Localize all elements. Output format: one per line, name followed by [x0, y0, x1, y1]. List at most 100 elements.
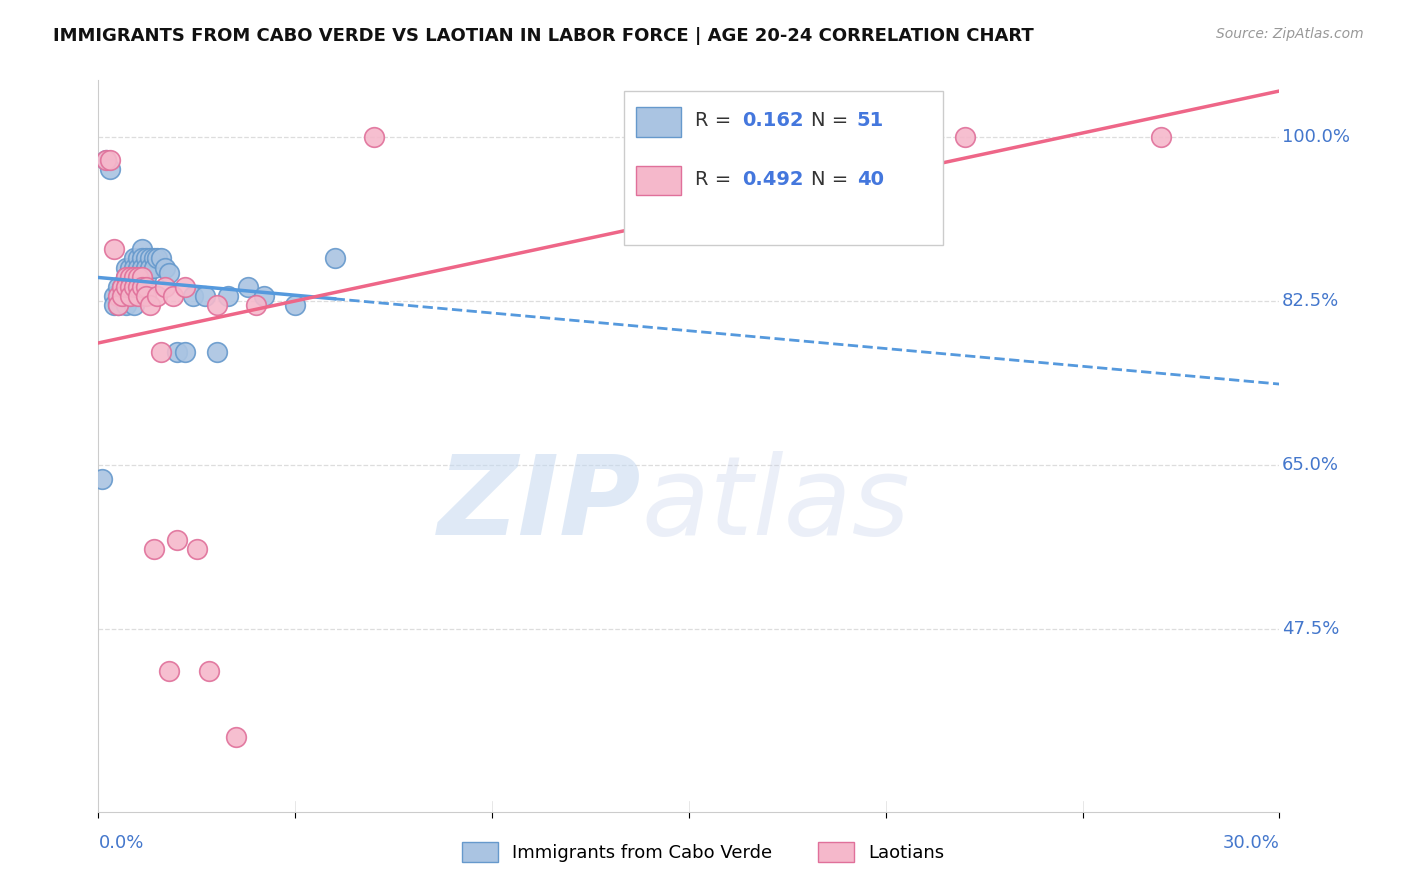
Point [103, 289, 125, 303]
Point [127, 260, 149, 275]
Point [131, 252, 153, 266]
Point [122, 289, 145, 303]
Point [122, 260, 145, 275]
Point [253, 289, 276, 303]
Point [186, 542, 208, 557]
Point [127, 279, 149, 293]
Point [135, 289, 157, 303]
Point [638, 129, 661, 144]
Text: N =: N = [811, 169, 853, 188]
Point [363, 129, 385, 144]
Text: ZIP: ZIP [439, 451, 641, 558]
Point [146, 289, 169, 303]
Point [118, 289, 141, 303]
Point [150, 345, 173, 359]
Point [115, 279, 138, 293]
Point [142, 252, 165, 266]
Text: 100.0%: 100.0% [1282, 128, 1350, 145]
Point [135, 270, 157, 285]
Point [118, 279, 141, 293]
Point [115, 270, 138, 285]
Point [118, 279, 141, 293]
Point [217, 289, 239, 303]
Point [118, 270, 141, 285]
Text: 0.0%: 0.0% [98, 834, 143, 852]
Point [953, 129, 976, 144]
FancyBboxPatch shape [624, 91, 943, 245]
Point [127, 289, 149, 303]
Text: 82.5%: 82.5% [1282, 292, 1339, 310]
Point [98, 153, 121, 167]
Point [111, 279, 134, 293]
Point [127, 270, 149, 285]
Point [194, 289, 217, 303]
Point [174, 279, 197, 293]
Point [323, 252, 346, 266]
Point [122, 298, 145, 312]
FancyBboxPatch shape [636, 107, 681, 136]
Point [796, 129, 818, 144]
Text: N =: N = [811, 111, 853, 130]
Point [284, 298, 307, 312]
Text: R =: R = [695, 111, 737, 130]
Point [155, 260, 177, 275]
Point [157, 664, 180, 678]
Point [127, 279, 149, 293]
Point [236, 279, 259, 293]
Point [103, 242, 125, 256]
Point [96, 153, 118, 167]
Text: 0.162: 0.162 [742, 111, 804, 130]
Text: 65.0%: 65.0% [1282, 456, 1339, 474]
Point [122, 270, 145, 285]
Text: 51: 51 [856, 111, 884, 130]
Point [166, 345, 188, 359]
Point [142, 542, 165, 557]
Point [131, 242, 153, 256]
Point [155, 279, 177, 293]
Point [122, 270, 145, 285]
Point [138, 260, 160, 275]
Point [146, 252, 169, 266]
Point [157, 266, 180, 280]
Point [135, 260, 157, 275]
Point [138, 252, 160, 266]
Point [127, 270, 149, 285]
Text: 0.492: 0.492 [742, 169, 804, 188]
Point [122, 279, 145, 293]
Text: 40: 40 [856, 169, 883, 188]
Point [98, 162, 121, 177]
Point [197, 664, 219, 678]
Point [131, 270, 153, 285]
Point [122, 279, 145, 293]
Text: IMMIGRANTS FROM CABO VERDE VS LAOTIAN IN LABOR FORCE | AGE 20-24 CORRELATION CHA: IMMIGRANTS FROM CABO VERDE VS LAOTIAN IN… [53, 27, 1035, 45]
Point [96, 153, 118, 167]
Point [115, 279, 138, 293]
Point [138, 298, 160, 312]
Point [111, 289, 134, 303]
Point [245, 298, 267, 312]
Point [205, 298, 228, 312]
Legend: Immigrants from Cabo Verde, Laotians: Immigrants from Cabo Verde, Laotians [454, 834, 952, 870]
Point [142, 260, 165, 275]
Point [205, 345, 228, 359]
Point [174, 345, 197, 359]
Point [131, 260, 153, 275]
Point [118, 260, 141, 275]
Point [135, 252, 157, 266]
Point [111, 279, 134, 293]
Text: atlas: atlas [641, 451, 910, 558]
Point [115, 270, 138, 285]
Point [225, 730, 247, 744]
Point [127, 252, 149, 266]
Point [91, 472, 114, 486]
Point [162, 289, 184, 303]
Point [103, 298, 125, 312]
Point [115, 298, 138, 312]
Point [1150, 129, 1173, 144]
Point [107, 298, 129, 312]
Text: Source: ZipAtlas.com: Source: ZipAtlas.com [1216, 27, 1364, 41]
FancyBboxPatch shape [636, 166, 681, 195]
Point [111, 289, 134, 303]
Point [181, 289, 204, 303]
Point [135, 279, 157, 293]
